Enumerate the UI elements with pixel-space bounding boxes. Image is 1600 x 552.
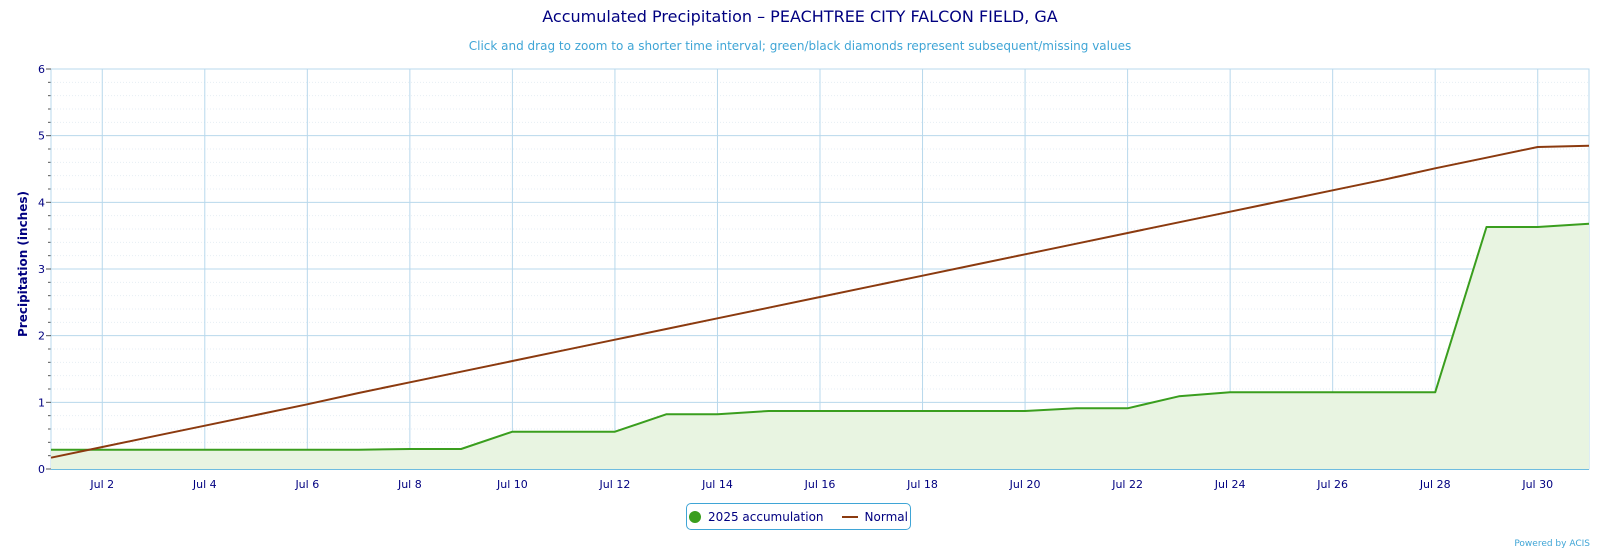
x-tick-label: Jul 6 xyxy=(294,478,319,491)
legend-item-normal[interactable]: Normal xyxy=(841,509,908,524)
x-tick-label: Jul 4 xyxy=(192,478,217,491)
series-layer xyxy=(50,144,1590,469)
accumulation-area xyxy=(51,223,1589,469)
chart-subtitle: Click and drag to zoom to a shorter time… xyxy=(468,39,1132,53)
y-axis: 0 1 2 3 4 5 6 xyxy=(38,63,51,476)
x-tick-label: Jul 30 xyxy=(1521,478,1553,491)
x-tick-label: Jul 16 xyxy=(804,478,836,491)
x-tick-label: Jul 12 xyxy=(599,478,631,491)
x-tick-label: Jul 14 xyxy=(701,478,733,491)
x-tick-label: Jul 10 xyxy=(496,478,528,491)
chart-title: Accumulated Precipitation – PEACHTREE CI… xyxy=(542,7,1058,26)
y-tick-label: 6 xyxy=(38,63,45,76)
x-axis: Jul 2 Jul 4 Jul 6 Jul 8 Jul 10 Jul 12 Jul 14 Ju… xyxy=(51,468,1589,491)
legend-accumulation-label: 2025 accumulation xyxy=(708,509,824,524)
x-tick-label: Jul 22 xyxy=(1111,478,1143,491)
x-tick-label: Jul 20 xyxy=(1009,478,1041,491)
legend-normal-label: Normal xyxy=(864,509,908,524)
x-tick-label: Jul 8 xyxy=(397,478,422,491)
legend-accumulation-marker xyxy=(689,510,702,523)
legend-item-accumulation[interactable]: 2025 accumulation xyxy=(689,509,824,524)
y-axis-label: Precipitation (inches) xyxy=(16,191,30,337)
y-tick-label: 0 xyxy=(38,463,45,476)
y-tick-label: 4 xyxy=(38,196,45,209)
y-tick-label: 3 xyxy=(38,263,45,276)
credits-link[interactable]: Powered by ACIS xyxy=(1514,539,1590,549)
x-tick-label: Jul 2 xyxy=(89,478,114,491)
normal-line[interactable] xyxy=(50,144,1590,459)
y-tick-label: 2 xyxy=(38,330,45,343)
y-tick-label: 5 xyxy=(38,130,45,143)
x-tick-label: Jul 28 xyxy=(1419,478,1451,491)
accumulation-line[interactable] xyxy=(51,222,1590,451)
x-tick-label: Jul 18 xyxy=(906,478,938,491)
legend: 2025 accumulation Normal xyxy=(686,503,911,530)
x-tick-label: Jul 24 xyxy=(1214,478,1246,491)
legend-normal-marker xyxy=(841,515,858,518)
x-tick-label: Jul 26 xyxy=(1316,478,1348,491)
y-tick-label: 1 xyxy=(38,396,45,409)
